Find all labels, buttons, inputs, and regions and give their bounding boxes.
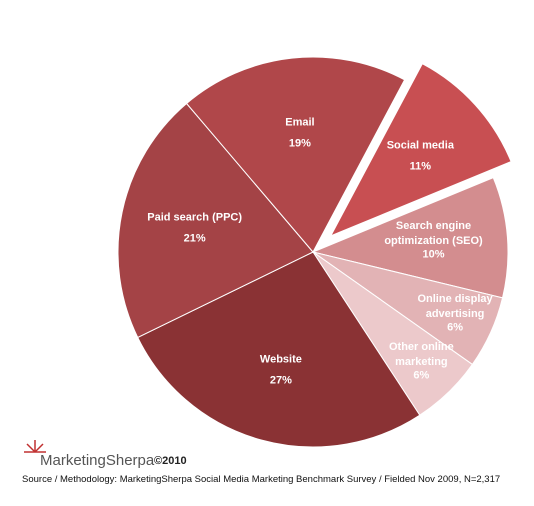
logo-icon [24,440,46,453]
slice-label: Social media [386,139,454,152]
slice-label: Other online marketing [388,341,454,369]
slice-label: Search engine optimization (SEO) [384,219,483,247]
slice-value: 10% [422,248,445,261]
brand: MarketingSherpa [40,452,155,469]
slice-label: Paid search (PPC) [147,211,243,224]
pie-slice [117,102,314,339]
slice-value: 27% [269,374,292,387]
pie-slice [137,251,421,448]
slice-label: Online display advertising [417,293,493,321]
source-note: Source / Methodology: MarketingSherpa So… [22,474,501,485]
slice-value: 11% [409,160,432,173]
slice-value: 6% [447,321,464,334]
slice-value: 19% [288,137,311,150]
slice-label: Email [285,116,315,129]
slice-value: 6% [413,369,430,382]
pie-slice [329,63,512,237]
pie-slice [185,56,406,253]
slice-label: Website [259,353,302,366]
copyright: ©2010 [154,455,187,467]
slice-value: 21% [183,232,206,245]
pie-slice [311,177,509,299]
